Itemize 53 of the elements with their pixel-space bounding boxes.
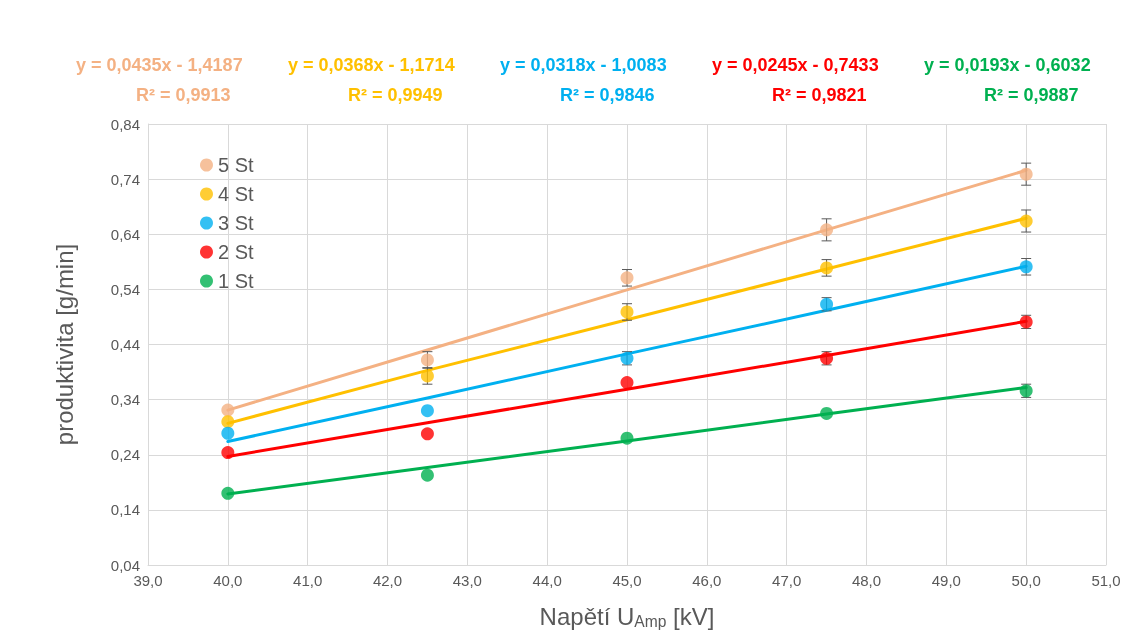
point: [221, 426, 235, 440]
y-tick-label: 0,14: [110, 501, 140, 519]
x-tick-label: 45,0: [612, 572, 642, 589]
point: [1019, 214, 1033, 228]
x-tick-label: 44,0: [532, 572, 562, 589]
point: [221, 446, 235, 460]
x-tick-label: 43,0: [452, 572, 482, 589]
y-tick-label: 0,34: [110, 391, 140, 409]
text: R² = 0,9949: [348, 85, 443, 105]
x-axis-title: Napětí UAmp [kV]: [539, 602, 715, 631]
y-axis-title: produktivita [g/min]: [50, 243, 78, 446]
point: [221, 486, 235, 500]
y-tick-label: 0,04: [110, 556, 140, 574]
point: [420, 404, 434, 418]
point: [420, 427, 434, 441]
x-tick-label: 46,0: [692, 572, 722, 589]
y-tick-label: 0,44: [110, 336, 140, 353]
y-tick-label: 0,24: [110, 446, 140, 464]
x-tick-label: 48,0: [851, 572, 882, 589]
text: y = 0,0193x - 0,6032: [924, 55, 1091, 75]
x-tick-label: 39,0: [133, 572, 163, 589]
point: [221, 415, 235, 429]
point: [221, 403, 235, 417]
point: [420, 468, 434, 482]
x-tick-label: 50,0: [1011, 572, 1041, 589]
x-tick-label: 51,0: [1091, 572, 1121, 589]
point: [820, 406, 834, 420]
point: [620, 376, 634, 390]
y-tick-label: 0,84: [110, 115, 140, 133]
legend-label: 2 St: [218, 241, 255, 263]
text: R² = 0,9913: [136, 85, 231, 105]
y-tick-label: 0,64: [110, 225, 140, 243]
text: R² = 0,9821: [772, 85, 867, 105]
x-tick-label: 41,0: [293, 572, 323, 589]
x-tick-label: 40,0: [213, 572, 243, 589]
y-tick-label: 0,54: [110, 280, 140, 298]
y-tick-label: 0,74: [110, 170, 140, 188]
text: y = 0,0368x - 1,1714: [288, 55, 455, 75]
legend-label: 1 St: [218, 270, 255, 292]
legend-label: 5 St: [218, 154, 255, 176]
text: y = 0,0435x - 1,4187: [76, 55, 243, 75]
text: R² = 0,9887: [984, 85, 1079, 105]
legend-label: 3 St: [218, 212, 255, 234]
text: R² = 0,9846: [560, 85, 655, 105]
text: y = 0,0318x - 1,0083: [500, 55, 667, 75]
x-tick-label: 42,0: [372, 572, 403, 589]
legend-label: 4 St: [218, 183, 255, 205]
point: [620, 431, 634, 445]
text: y = 0,0245x - 0,7433: [712, 55, 879, 75]
x-tick-label: 47,0: [772, 572, 802, 589]
x-tick-label: 49,0: [931, 572, 961, 589]
point: [1019, 167, 1033, 181]
point: [820, 223, 834, 237]
